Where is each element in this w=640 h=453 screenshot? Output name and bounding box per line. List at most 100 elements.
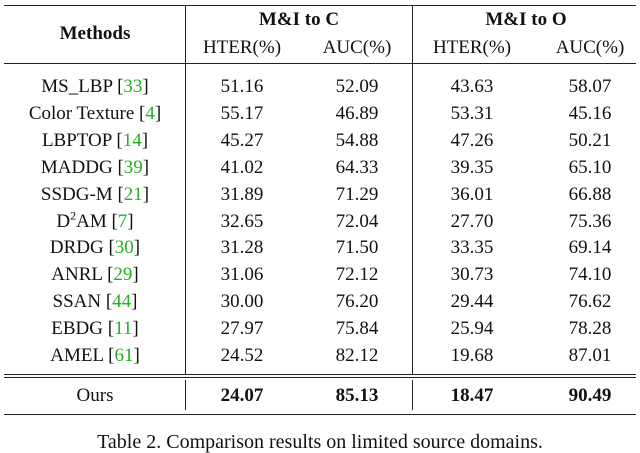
- cell: 43.63: [450, 76, 494, 97]
- vrule: [185, 380, 186, 410]
- citation: 30: [108, 237, 140, 258]
- cell: 39.35: [450, 156, 494, 178]
- citation-number: 29: [113, 264, 133, 286]
- cell: 33.35: [450, 237, 494, 259]
- method-cell: MADDG 39: [0, 157, 245, 179]
- cell: 78.28: [568, 318, 612, 340]
- cell: 82.12: [335, 345, 379, 366]
- cell: 51.16: [220, 76, 264, 97]
- method-cell: DRDG 30: [0, 237, 245, 259]
- citation-number: 21: [123, 183, 143, 205]
- citation-number: 61: [114, 345, 134, 366]
- method-cell: LBPTOP 14: [0, 130, 245, 152]
- method-name: MADDG: [40, 156, 113, 178]
- method-name: EBDG: [51, 318, 104, 340]
- cell: 24.07: [220, 385, 264, 406]
- method-cell: D2AM 7: [0, 208, 245, 233]
- cell: 46.89: [335, 102, 379, 124]
- metric-header: AUC(%): [322, 37, 392, 58]
- cell: 45.16: [568, 102, 612, 124]
- citation: 39: [117, 157, 149, 178]
- citation: 29: [107, 264, 139, 285]
- cell: 54.88: [335, 129, 379, 151]
- group-header: M&I to O: [485, 9, 567, 30]
- method-name: SSAN: [52, 291, 102, 313]
- cell: 47.26: [450, 129, 494, 151]
- cell: 19.68: [450, 345, 494, 366]
- metric-header: AUC(%): [555, 37, 625, 58]
- cell: 29.44: [450, 291, 494, 313]
- citation-number: 11: [114, 318, 133, 340]
- citation-number: 44: [112, 291, 132, 313]
- method-name: ANRL: [51, 264, 103, 286]
- vrule: [412, 380, 413, 410]
- cell: 25.94: [450, 318, 494, 340]
- rule: [4, 63, 636, 64]
- citation-number: 14: [122, 129, 142, 151]
- metric-header: HTER(%): [202, 37, 282, 58]
- cell: 24.52: [220, 345, 264, 366]
- cell: 53.31: [450, 102, 494, 124]
- header-methods: Methods: [59, 23, 131, 44]
- method-cell: SSDG-M 21: [0, 184, 245, 206]
- citation: 14: [116, 130, 148, 151]
- method-cell: SSAN 44: [0, 291, 245, 313]
- cell: 41.02: [220, 156, 264, 178]
- method-name: SSDG-M: [40, 183, 113, 205]
- metric-header: HTER(%): [432, 37, 512, 58]
- citation: 11: [108, 318, 139, 339]
- rule: [4, 377, 636, 378]
- cell: 76.20: [335, 291, 379, 313]
- method-cell: Color Texture 4: [0, 103, 245, 125]
- cell: 32.65: [220, 210, 264, 232]
- cell: 30.73: [450, 264, 494, 286]
- cell: 71.29: [335, 183, 379, 205]
- rule: [4, 5, 636, 6]
- vrule: [412, 6, 413, 63]
- cell: 64.33: [335, 156, 379, 178]
- cell: 69.14: [568, 237, 612, 259]
- cell: 30.00: [220, 291, 264, 313]
- rule: [4, 414, 636, 415]
- citation-number: 30: [114, 237, 134, 259]
- group-header: M&I to C: [258, 9, 340, 30]
- cell: 72.12: [335, 264, 379, 286]
- cell: 45.27: [220, 129, 264, 151]
- cell: 27.70: [450, 210, 494, 232]
- cell: 58.07: [568, 76, 612, 97]
- vrule: [185, 6, 186, 63]
- cell: 85.13: [335, 385, 379, 406]
- cell: 31.28: [220, 237, 264, 259]
- cell: 50.21: [568, 129, 612, 151]
- caption: Table 2. Comparison results on limited s…: [97, 431, 543, 453]
- cell: 87.01: [568, 345, 612, 366]
- cell: 36.01: [450, 183, 494, 205]
- cell: 18.47: [450, 385, 494, 406]
- cell: 31.06: [220, 264, 264, 286]
- method-cell: EBDG 11: [0, 318, 245, 340]
- vrule: [412, 64, 413, 374]
- cell: 66.88: [568, 183, 612, 205]
- citation-number: 4: [145, 102, 155, 124]
- method-name: Color Texture: [28, 102, 135, 124]
- vrule: [185, 64, 186, 374]
- method-name: LBPTOP: [41, 129, 112, 151]
- citation: 33: [117, 76, 149, 97]
- method-name: Ours: [76, 385, 114, 406]
- cell: 71.50: [335, 237, 379, 259]
- cell: 90.49: [568, 385, 612, 406]
- cell: 75.84: [335, 318, 379, 340]
- cell: 31.89: [220, 183, 264, 205]
- cell: 72.04: [335, 210, 379, 232]
- citation: 21: [117, 184, 149, 205]
- citation-number: 7: [117, 210, 128, 232]
- cell: 55.17: [220, 102, 264, 124]
- cell: 52.09: [335, 76, 379, 97]
- rule: [4, 374, 636, 375]
- method-sup: 2: [70, 208, 77, 223]
- method-name: DRDG: [49, 237, 104, 259]
- method-name: AMEL: [50, 345, 104, 366]
- method-cell: AMEL 61: [0, 345, 245, 367]
- cell: 76.62: [568, 291, 612, 313]
